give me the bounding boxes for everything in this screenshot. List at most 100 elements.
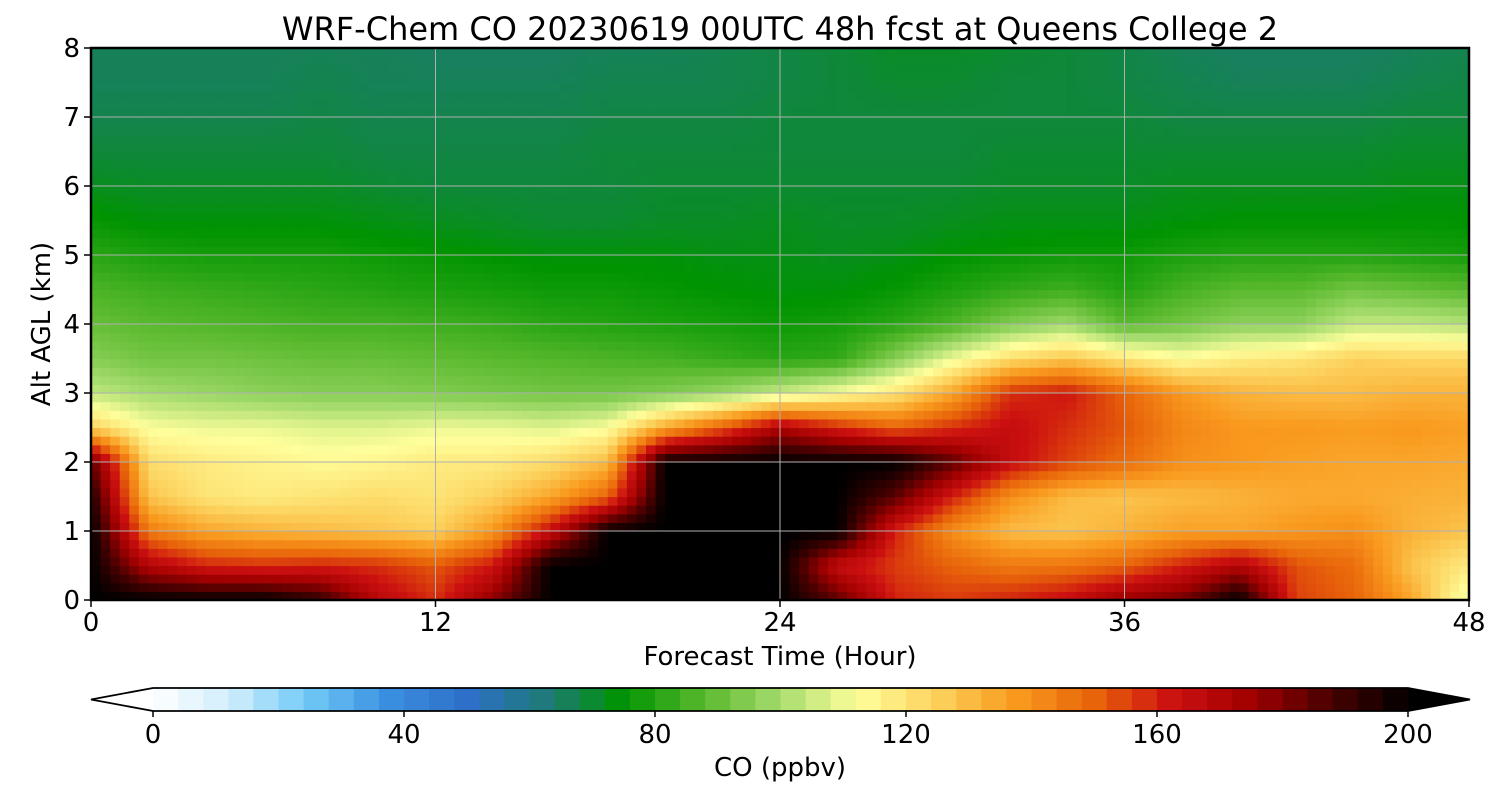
heatmap-cell: [933, 556, 944, 567]
heatmap-cell: [512, 444, 523, 454]
heatmap-cell: [1153, 574, 1164, 584]
heatmap-cell: [808, 298, 819, 308]
heatmap-cell: [875, 427, 886, 437]
heatmap-cell: [617, 574, 628, 584]
heatmap-cell: [894, 470, 905, 480]
heatmap-cell: [655, 410, 666, 420]
heatmap-cell: [253, 324, 264, 334]
heatmap-cell: [885, 427, 896, 437]
heatmap-cell: [961, 539, 972, 549]
heatmap-cell: [215, 556, 226, 567]
heatmap-cell: [1363, 582, 1374, 592]
heatmap-cell: [1344, 462, 1355, 472]
heatmap-cell: [339, 574, 350, 584]
heatmap-cell: [167, 582, 178, 592]
heatmap-cell: [1382, 315, 1394, 325]
heatmap-cell: [1172, 453, 1183, 463]
heatmap-cell: [1449, 462, 1461, 472]
heatmap-cell: [952, 496, 963, 506]
heatmap-cell: [368, 341, 379, 351]
heatmap-cell: [483, 453, 494, 463]
heatmap-cell: [923, 496, 934, 506]
heatmap-cell: [1354, 565, 1365, 575]
heatmap-cell: [1248, 591, 1260, 600]
heatmap-cell: [1411, 582, 1422, 592]
heatmap-cell: [579, 513, 590, 523]
heatmap-cell: [330, 341, 341, 351]
heatmap-cell: [1009, 298, 1020, 308]
heatmap-cell: [1354, 470, 1365, 480]
heatmap-cell: [1411, 496, 1422, 506]
heatmap-cell: [827, 427, 839, 437]
heatmap-cell: [971, 548, 982, 558]
heatmap-cell: [177, 358, 188, 368]
heatmap-cell: [1354, 349, 1365, 360]
heatmap-cell: [129, 332, 140, 342]
heatmap-cell: [674, 349, 685, 360]
heatmap-cell: [1086, 479, 1097, 489]
heatmap-cell: [1325, 531, 1336, 541]
heatmap-cell: [492, 324, 504, 334]
heatmap-cell: [148, 367, 159, 377]
heatmap-cell: [655, 479, 666, 489]
heatmap-cell: [464, 375, 475, 385]
heatmap-cell: [1449, 384, 1461, 394]
heatmap-cell: [464, 358, 475, 368]
heatmap-cell: [751, 531, 762, 541]
heatmap-cell: [1268, 367, 1279, 377]
heatmap-cell: [846, 306, 858, 316]
heatmap-cell: [550, 401, 561, 411]
heatmap-cell: [1296, 324, 1307, 334]
heatmap-cell: [1067, 487, 1078, 498]
heatmap-cell: [923, 470, 934, 480]
heatmap-cell: [789, 513, 800, 523]
heatmap-cell: [311, 375, 322, 385]
heatmap-cell: [933, 341, 944, 351]
heatmap-cell: [588, 513, 599, 523]
heatmap-cell: [693, 556, 705, 567]
heatmap-cell: [1095, 341, 1106, 351]
heatmap-cell: [464, 393, 475, 403]
heatmap-cell: [531, 505, 542, 515]
heatmap-cell: [330, 436, 341, 446]
heatmap-cell: [1296, 487, 1307, 498]
heatmap-cell: [282, 436, 293, 446]
heatmap-cell: [961, 531, 972, 541]
heatmap-cell: [569, 496, 580, 506]
heatmap-cell: [349, 479, 360, 489]
heatmap-cell: [464, 315, 475, 325]
heatmap-cell: [397, 505, 408, 515]
heatmap-cell: [1306, 306, 1317, 316]
heatmap-cell: [827, 375, 839, 385]
heatmap-cell: [540, 522, 551, 532]
heatmap-cell: [626, 324, 638, 334]
heatmap-cell: [157, 487, 169, 498]
heatmap-cell: [1373, 470, 1384, 480]
heatmap-cell: [473, 496, 484, 506]
heatmap-cell: [473, 462, 484, 472]
heatmap-cell: [789, 401, 800, 411]
heatmap-cell: [320, 479, 331, 489]
heatmap-cell: [866, 565, 877, 575]
heatmap-cell: [760, 444, 772, 454]
heatmap-cell: [301, 453, 312, 463]
heatmap-cell: [1430, 332, 1441, 342]
heatmap-cell: [234, 556, 245, 567]
heatmap-cell: [1162, 349, 1173, 360]
heatmap-cell: [1344, 453, 1355, 463]
heatmap-cell: [473, 315, 484, 325]
heatmap-cell: [358, 358, 370, 368]
heatmap-cell: [1402, 418, 1413, 429]
heatmap-cell: [684, 410, 695, 420]
heatmap-cell: [1124, 453, 1135, 463]
heatmap-cell: [110, 393, 121, 403]
heatmap-cell: [885, 582, 896, 592]
heatmap-cell: [646, 332, 657, 342]
heatmap-cell: [368, 410, 379, 420]
heatmap-cell: [1268, 401, 1279, 411]
heatmap-cell: [1000, 574, 1011, 584]
heatmap-cell: [502, 315, 513, 325]
heatmap-cell: [531, 306, 542, 316]
heatmap-cell: [741, 444, 752, 454]
heatmap-cell: [100, 582, 111, 592]
